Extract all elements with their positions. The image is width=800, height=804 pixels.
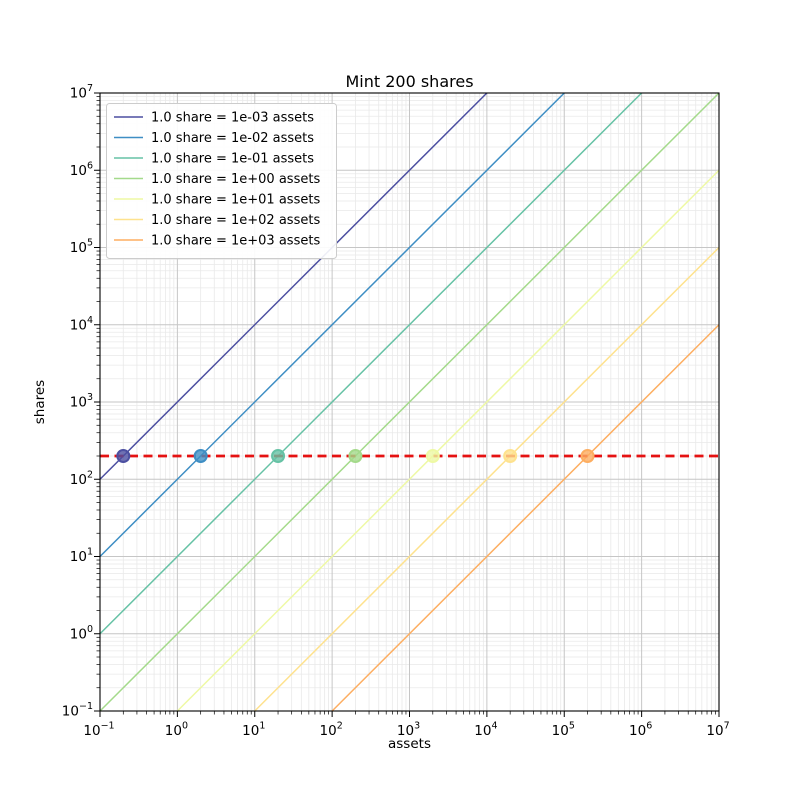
series-lines [99,92,720,712]
legend-label-2: 1.0 share = 1e-01 assets [151,152,314,167]
series-line-6 [331,324,720,712]
y-tick-label: 104 [70,315,93,334]
x-tick-label: 101 [242,721,265,740]
y-axis-label: shares [32,380,48,424]
series-line-2 [99,92,643,635]
data-point-0 [116,448,131,463]
series-line-3 [99,92,720,712]
legend-label-3: 1.0 share = 1e+00 assets [151,172,320,187]
data-points [116,448,595,463]
legend: 1.0 share = 1e-03 assets 1.0 share = 1e-0… [106,103,337,259]
x-tick-label: 10−1 [83,721,114,740]
series-line-5 [254,246,720,712]
y-tick-label: 107 [70,83,93,102]
legend-label-4: 1.0 share = 1e+01 assets [151,193,320,208]
axis-ticks [94,92,720,717]
y-tick-label: 100 [70,624,93,643]
y-tick-label: 103 [70,392,93,411]
y-tick-labels: 10−1 100 101 102 103 104 105 106 107 [62,83,93,720]
y-tick-label: 101 [70,547,93,566]
legend-label-5: 1.0 share = 1e+02 assets [151,213,320,228]
y-tick-label: 105 [70,238,93,257]
x-tick-label: 102 [320,721,343,740]
chart-generated-content: 10−1 100 101 102 103 104 105 106 10710−110010110… [62,83,730,739]
data-point-1 [193,448,208,463]
data-point-6 [580,448,595,463]
data-point-5 [503,448,518,463]
y-tick-label: 106 [70,160,93,179]
legend-label-1: 1.0 share = 1e-02 assets [151,131,314,146]
x-tick-label: 104 [474,721,497,740]
data-point-2 [271,448,286,463]
y-tick-label: 10−1 [62,701,93,720]
x-tick-label: 105 [552,721,575,740]
x-tick-label: 106 [629,721,652,740]
x-axis-label: assets [388,736,431,752]
y-tick-label: 102 [70,469,93,488]
data-point-3 [348,448,363,463]
legend-box [106,103,337,259]
legend-label-0: 1.0 share = 1e-03 assets [151,111,314,126]
series-line-0 [99,92,488,480]
series-line-1 [99,92,565,558]
x-tick-label: 100 [165,721,188,740]
series-line-4 [176,169,720,712]
data-point-4 [425,448,440,463]
legend-label-6: 1.0 share = 1e+03 assets [151,234,320,249]
chart-title: Mint 200 shares [345,72,473,91]
x-tick-label: 107 [706,721,729,740]
